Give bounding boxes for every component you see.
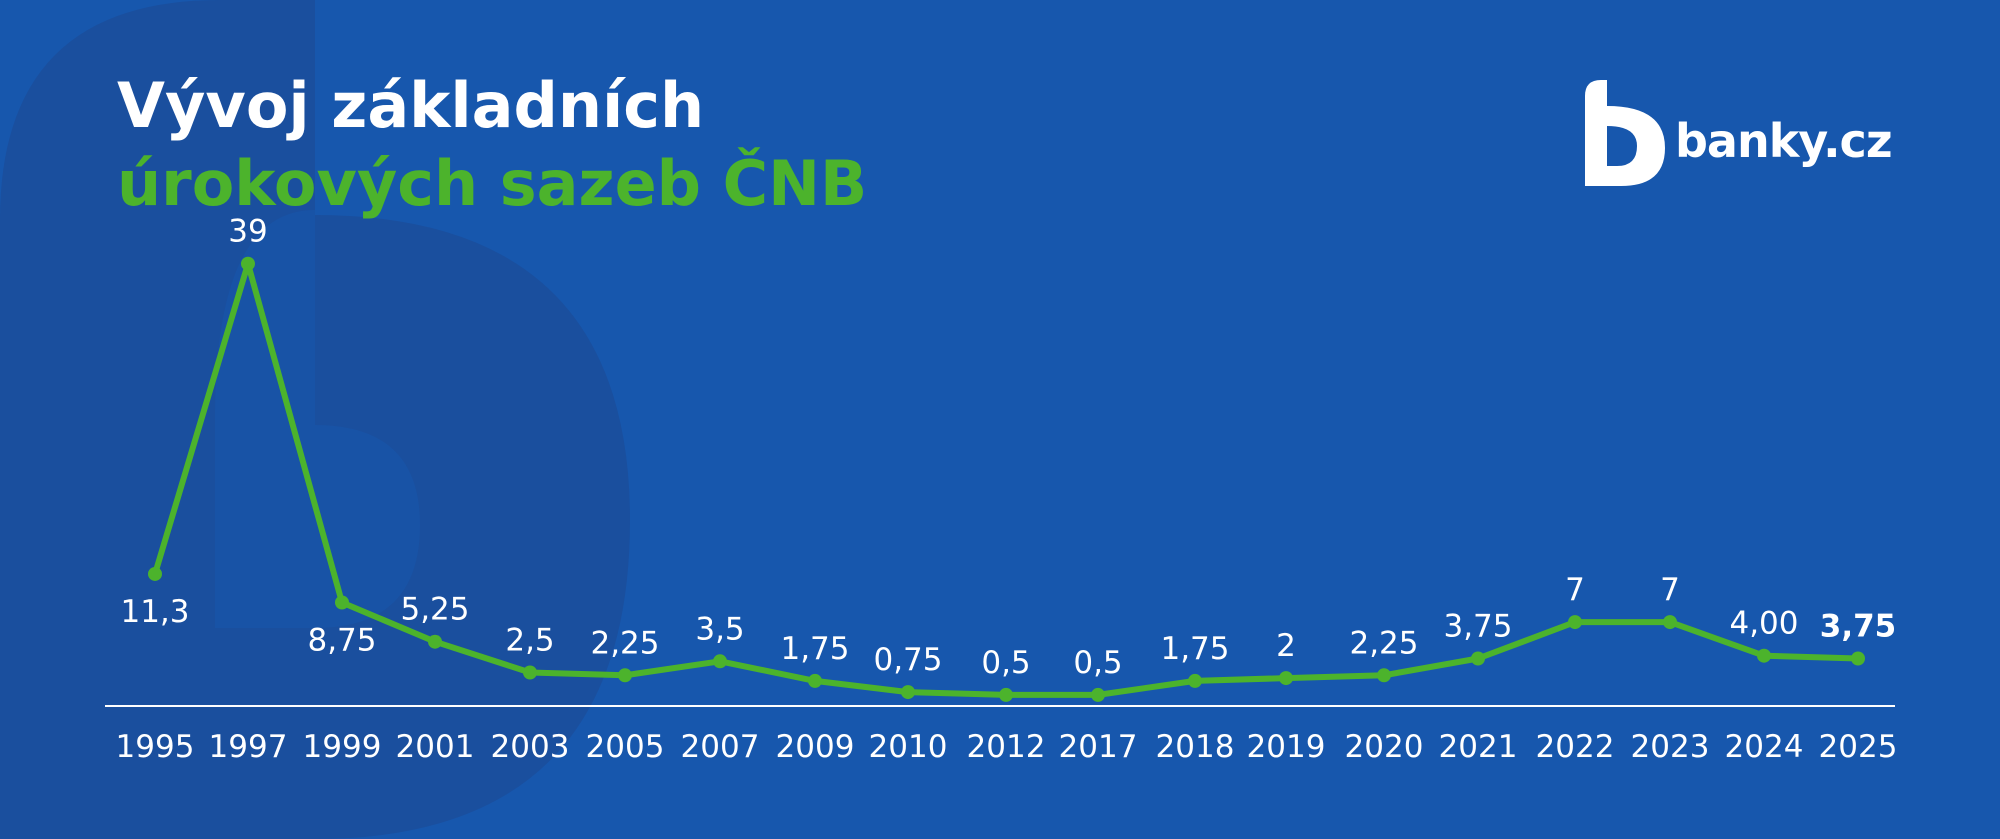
data-label: 7 (1660, 572, 1680, 608)
data-point (1851, 651, 1865, 666)
banky-logo[interactable]: banky.cz (1585, 80, 1915, 190)
data-point (241, 256, 255, 271)
x-tick-label: 2021 (1439, 729, 1518, 765)
data-point (428, 634, 442, 649)
data-point (1663, 615, 1677, 630)
data-point (1377, 668, 1391, 683)
data-label: 3,75 (1820, 609, 1897, 645)
data-point (148, 566, 162, 581)
data-label: 0,5 (981, 645, 1030, 681)
x-tick-label: 2009 (776, 729, 855, 765)
chart-title-line-1: Vývoj základních (117, 69, 705, 142)
data-point (1279, 671, 1293, 686)
x-tick-label: 2001 (396, 729, 475, 765)
banky-b-logo-icon (1585, 80, 1665, 186)
x-tick-label: 2024 (1725, 729, 1804, 765)
data-point (808, 673, 822, 688)
x-tick-label: 2012 (967, 729, 1046, 765)
data-point (713, 654, 727, 669)
data-point (1471, 651, 1485, 666)
data-label: 5,25 (400, 592, 469, 628)
data-label: 1,75 (1160, 631, 1229, 667)
data-label: 3,5 (695, 611, 744, 647)
chart-title-line-2: úrokových sazeb ČNB (117, 147, 868, 220)
x-tick-label: 2023 (1631, 729, 1710, 765)
logo-text: banky.cz (1675, 114, 1893, 168)
data-point (901, 685, 915, 700)
data-label: 2 (1276, 628, 1296, 664)
x-tick-label: 2019 (1247, 729, 1326, 765)
data-label: 1,75 (780, 631, 849, 667)
data-point (1091, 687, 1105, 702)
x-tick-label: 2025 (1819, 729, 1898, 765)
data-label: 8,75 (307, 623, 376, 659)
data-label: 0,75 (873, 642, 942, 678)
x-tick-label: 2007 (681, 729, 760, 765)
x-tick-label: 1997 (209, 729, 288, 765)
data-label: 2,25 (590, 625, 659, 661)
data-label: 2,5 (505, 623, 554, 659)
x-tick-label: 2018 (1156, 729, 1235, 765)
data-label: 0,5 (1073, 645, 1122, 681)
data-point (1757, 648, 1771, 663)
data-label: 2,25 (1349, 625, 1418, 661)
x-tick-label: 2017 (1059, 729, 1138, 765)
data-point (1188, 673, 1202, 688)
data-point (999, 687, 1013, 702)
x-tick-label: 2020 (1345, 729, 1424, 765)
x-tick-label: 2010 (869, 729, 948, 765)
data-label: 11,3 (120, 594, 189, 630)
x-tick-label: 2003 (491, 729, 570, 765)
data-label: 7 (1565, 572, 1585, 608)
x-tick-label: 1999 (303, 729, 382, 765)
data-point (523, 665, 537, 680)
x-tick-label: 2022 (1536, 729, 1615, 765)
data-label: 39 (228, 214, 267, 250)
data-point (618, 668, 632, 683)
x-tick-label: 2005 (586, 729, 665, 765)
series-line (152, 260, 1861, 698)
data-label: 4,00 (1729, 606, 1798, 642)
data-point (1568, 615, 1582, 630)
data-label: 3,75 (1443, 609, 1512, 645)
x-tick-label: 1995 (116, 729, 195, 765)
data-point (335, 595, 349, 610)
